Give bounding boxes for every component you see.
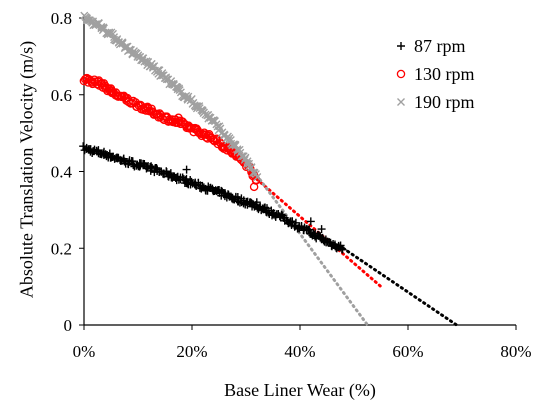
data-point bbox=[253, 173, 262, 182]
trend-lines bbox=[255, 173, 459, 327]
x-tick-label: 40% bbox=[284, 342, 315, 361]
data-point bbox=[147, 162, 156, 171]
legend-marker bbox=[396, 69, 406, 79]
series-0-markers bbox=[79, 142, 347, 254]
data-point bbox=[175, 86, 184, 95]
data-point bbox=[121, 43, 130, 52]
data-point bbox=[262, 204, 271, 213]
data-point bbox=[99, 24, 108, 33]
outlier-point bbox=[306, 217, 315, 226]
y-tick-label: 0.6 bbox=[51, 86, 72, 105]
data-point bbox=[235, 145, 244, 154]
data-point bbox=[101, 84, 110, 93]
data-point bbox=[337, 244, 346, 253]
legend: 87 rpm 130 rpm 190 rpm bbox=[396, 36, 475, 112]
data-point bbox=[291, 218, 300, 227]
x-tick-label: 80% bbox=[500, 342, 531, 361]
data-point bbox=[338, 245, 347, 254]
data-point bbox=[92, 19, 101, 28]
y-tick-marks bbox=[79, 17, 84, 326]
x-tick-label: 60% bbox=[392, 342, 423, 361]
trend-line-2 bbox=[255, 173, 369, 327]
data-point bbox=[215, 122, 224, 131]
outlier-point bbox=[182, 165, 191, 174]
outlier-point bbox=[252, 198, 261, 207]
x-tick-label: 0% bbox=[73, 342, 96, 361]
outlier-point bbox=[249, 182, 259, 192]
x-axis-title: Base Liner Wear (%) bbox=[224, 380, 376, 401]
legend-label: 87 rpm bbox=[414, 36, 466, 56]
legend-marker bbox=[397, 42, 405, 50]
data-point bbox=[245, 162, 254, 171]
y-tick-label: 0.8 bbox=[51, 9, 72, 28]
x-tick-marks bbox=[83, 325, 517, 330]
y-tick-label: 0 bbox=[64, 316, 73, 335]
data-point bbox=[305, 225, 314, 234]
outlier-point bbox=[174, 113, 183, 123]
outlier-point bbox=[317, 225, 326, 234]
y-tick-label: 0.2 bbox=[51, 239, 72, 258]
legend-marker bbox=[397, 98, 405, 106]
y-axis-title: Absolute Translation Velocity (m/s) bbox=[16, 41, 37, 298]
legend-label: 130 rpm bbox=[414, 64, 475, 84]
legend-label: 190 rpm bbox=[414, 92, 475, 112]
y-tick-label: 0.4 bbox=[51, 163, 73, 182]
series-2-markers bbox=[80, 11, 262, 182]
trend-line-0 bbox=[341, 246, 459, 327]
data-point bbox=[184, 92, 193, 101]
data-point bbox=[247, 163, 256, 172]
data-point bbox=[175, 84, 184, 93]
data-points bbox=[79, 11, 347, 254]
x-tick-label: 20% bbox=[176, 342, 207, 361]
plot-area bbox=[79, 11, 517, 330]
data-point bbox=[288, 217, 297, 226]
